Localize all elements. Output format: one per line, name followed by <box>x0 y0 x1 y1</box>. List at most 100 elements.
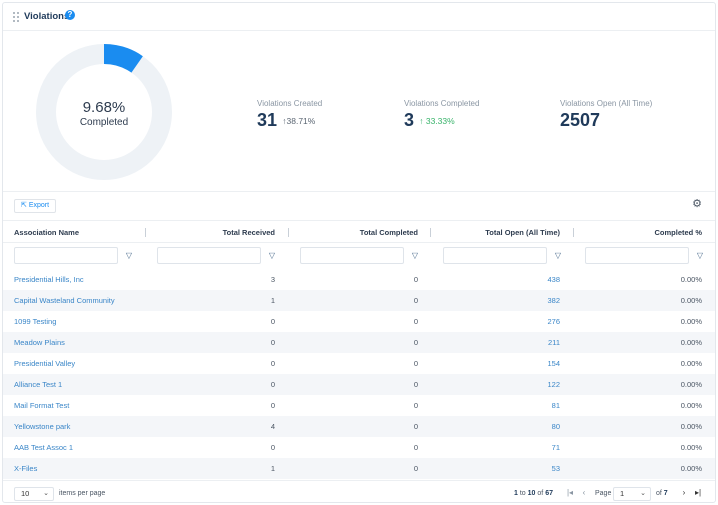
completed-pct-cell: 0.00% <box>680 359 702 368</box>
filter-row: ▽ ▽ ▽ ▽ ▽ <box>3 243 715 269</box>
completed-pct-cell: 0.00% <box>680 443 702 452</box>
page-of-word: of <box>656 490 662 497</box>
column-header-total-completed[interactable]: Total Completed <box>359 228 418 237</box>
section-divider <box>3 191 715 192</box>
filter-icon[interactable]: ▽ <box>268 251 276 260</box>
range-to-word: to <box>519 490 526 497</box>
association-name-link[interactable]: Capital Wasteland Community <box>14 296 115 305</box>
first-page-icon[interactable]: |◂ <box>566 488 574 497</box>
total-received-cell: 0 <box>270 359 275 368</box>
total-open-link[interactable]: 154 <box>547 359 560 368</box>
total-completed-cell: 0 <box>413 317 418 326</box>
total-open-link[interactable]: 438 <box>547 275 560 284</box>
stat-change: ↑ 33.33% <box>419 115 455 126</box>
page-of-info: of 7 <box>656 490 668 497</box>
total-open-link[interactable]: 122 <box>547 380 560 389</box>
association-name-link[interactable]: Alliance Test 1 <box>14 380 63 389</box>
total-received-cell: 0 <box>270 443 275 452</box>
donut-caption: Completed <box>79 117 129 128</box>
donut-percent-label: 9.68% <box>82 99 126 116</box>
column-resize-handle[interactable] <box>145 228 146 237</box>
next-page-icon[interactable]: › <box>682 488 686 497</box>
filter-input-total-completed[interactable] <box>300 247 404 264</box>
pagination-bar: 10 ⌄ items per page 1 to 10 of 67 |◂ ‹ P… <box>3 480 715 504</box>
filter-icon[interactable]: ▽ <box>554 251 562 260</box>
completed-pct-cell: 0.00% <box>680 422 702 431</box>
column-resize-handle[interactable] <box>430 228 431 237</box>
drag-handle-icon[interactable] <box>13 12 19 22</box>
table-row: 1099 Testing 0 0 276 0.00% <box>3 311 715 332</box>
association-name-link[interactable]: 1099 Testing <box>14 317 57 326</box>
completed-pct-cell: 0.00% <box>680 317 702 326</box>
filter-icon[interactable]: ▽ <box>125 251 133 260</box>
range-to: 10 <box>527 490 536 497</box>
column-header-total-received[interactable]: Total Received <box>222 228 275 237</box>
total-received-cell: 1 <box>270 296 275 305</box>
association-name-link[interactable]: Mail Format Test <box>14 401 70 410</box>
stat-violations-created: Violations Created 31 ↑38.71% <box>257 99 322 131</box>
table-row: Presidential Hills, Inc 3 0 438 0.00% <box>3 269 715 290</box>
stat-value: 2507 <box>560 110 601 130</box>
export-button[interactable]: ⇱ Export <box>14 199 57 213</box>
association-name-link[interactable]: X-Files <box>14 464 38 473</box>
total-open-link[interactable]: 276 <box>547 317 560 326</box>
total-completed-cell: 0 <box>413 338 418 347</box>
question-circle-icon[interactable]: ? <box>65 10 75 20</box>
total-completed-cell: 0 <box>413 380 418 389</box>
total-open-link[interactable]: 81 <box>551 401 560 410</box>
table-row: AAB Test Assoc 1 0 0 71 0.00% <box>3 437 715 458</box>
column-resize-handle[interactable] <box>288 228 289 237</box>
total-open-link[interactable]: 71 <box>551 443 560 452</box>
column-header-association-name[interactable]: Association Name <box>14 228 80 237</box>
table-row: Alliance Test 1 0 0 122 0.00% <box>3 374 715 395</box>
filter-input-total-received[interactable] <box>157 247 261 264</box>
association-name-link[interactable]: Presidential Hills, Inc <box>14 275 84 284</box>
filter-input-total-open[interactable] <box>443 247 547 264</box>
completed-pct-cell: 0.00% <box>680 380 702 389</box>
page-size-select[interactable]: 10 ⌄ <box>14 487 54 501</box>
items-per-page-label: items per page <box>59 490 106 497</box>
widget-header: Violations ? <box>3 3 715 31</box>
total-received-cell: 0 <box>270 338 275 347</box>
total-completed-cell: 0 <box>413 464 418 473</box>
completion-donut-chart <box>36 44 172 180</box>
total-open-link[interactable]: 211 <box>548 338 560 347</box>
widget-title: Violations <box>24 11 70 22</box>
current-page-value: 1 <box>620 489 625 498</box>
association-name-link[interactable]: Meadow Plains <box>14 338 65 347</box>
association-name-link[interactable]: AAB Test Assoc 1 <box>14 443 74 452</box>
last-page-icon[interactable]: ▸| <box>694 488 702 497</box>
stat-label: Violations Open (All Time) <box>560 99 653 108</box>
total-open-link[interactable]: 53 <box>551 464 560 473</box>
stat-label: Violations Created <box>257 99 323 108</box>
gear-icon[interactable]: ⚙ <box>692 198 702 210</box>
table-row: Presidential Valley 0 0 154 0.00% <box>3 353 715 374</box>
table-row: X-Files 1 0 53 0.00% <box>3 458 715 479</box>
total-open-link[interactable]: 382 <box>547 296 560 305</box>
total-pages: 7 <box>663 490 668 497</box>
total-received-cell: 0 <box>270 380 275 389</box>
page-select[interactable]: 1 ⌄ <box>613 487 651 501</box>
stat-violations-open: Violations Open (All Time) 2507 <box>560 99 652 131</box>
table-row: Meadow Plains 0 0 211 0.00% <box>3 332 715 353</box>
filter-input-completed-pct[interactable] <box>585 247 689 264</box>
column-header-total-open[interactable]: Total Open (All Time) <box>485 228 560 237</box>
prev-page-icon[interactable]: ‹ <box>582 488 586 497</box>
total-completed-cell: 0 <box>413 275 418 284</box>
column-resize-handle[interactable] <box>573 228 574 237</box>
filter-icon[interactable]: ▽ <box>411 251 419 260</box>
total-received-cell: 4 <box>270 422 275 431</box>
stat-value: 3 <box>404 110 415 130</box>
association-name-link[interactable]: Presidential Valley <box>14 359 76 368</box>
total-open-link[interactable]: 80 <box>551 422 560 431</box>
table-header: Association Name Total Received Total Co… <box>3 220 715 243</box>
total-completed-cell: 0 <box>413 422 418 431</box>
stat-value: 31 <box>257 110 278 130</box>
filter-input-association-name[interactable] <box>14 247 118 264</box>
filter-icon[interactable]: ▽ <box>696 251 704 260</box>
association-name-link[interactable]: Yellowstone park <box>14 422 71 431</box>
export-label: Export <box>28 202 50 209</box>
column-header-completed-pct[interactable]: Completed % <box>654 228 702 237</box>
total-completed-cell: 0 <box>413 443 418 452</box>
